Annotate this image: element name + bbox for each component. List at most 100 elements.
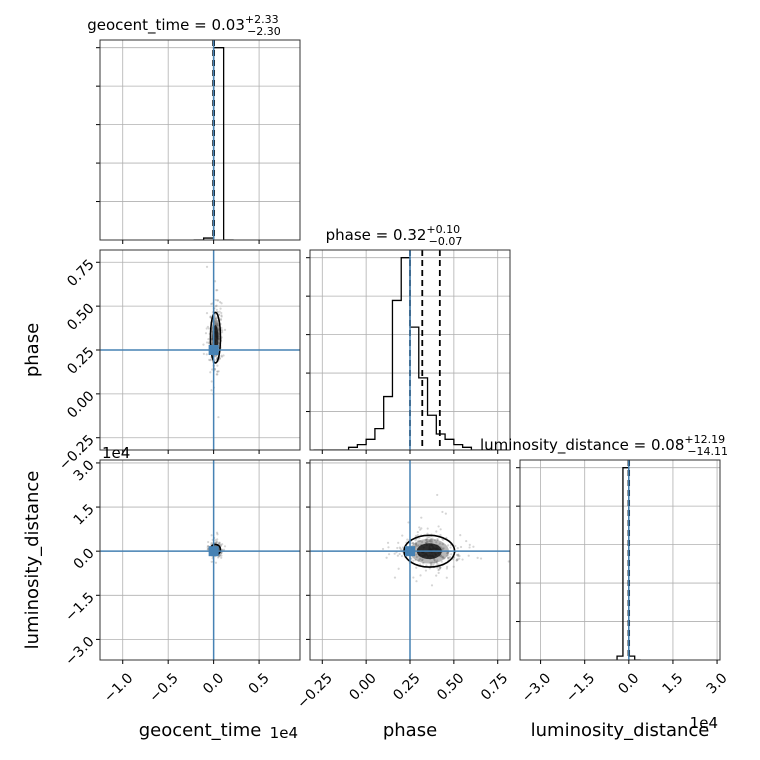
scatter-point — [419, 528, 422, 531]
scatter-point — [428, 539, 431, 542]
scatter-point — [217, 336, 221, 339]
scatter-point — [417, 539, 420, 542]
scatter-point — [467, 554, 470, 557]
scatter-point — [216, 364, 219, 367]
scatter-point — [456, 547, 459, 550]
scatter-point — [209, 316, 212, 319]
scatter-point — [441, 510, 444, 514]
scatter-point — [414, 542, 417, 545]
scatter-point — [216, 370, 219, 373]
scatter-point — [436, 559, 439, 562]
scatter-point — [429, 561, 432, 564]
scatter-point — [211, 342, 214, 346]
scatter-point — [439, 566, 442, 569]
scatter-point — [446, 556, 450, 560]
scatter-point — [206, 325, 209, 328]
x-axis-label-luminosity_distance: luminosity_distance — [531, 720, 710, 741]
scatter-point — [205, 265, 209, 268]
scatter-point — [207, 341, 210, 344]
scatter-point — [218, 310, 221, 313]
scatter-point — [400, 554, 404, 558]
scatter-point — [210, 380, 213, 383]
scatter-point — [214, 317, 217, 320]
scatter-point — [397, 567, 400, 570]
scatter-point — [417, 559, 420, 562]
scatter-point — [381, 547, 385, 551]
scatter-point — [419, 574, 422, 577]
scatter-point — [210, 389, 213, 392]
x-tick-label: 0.5 — [246, 670, 273, 697]
scatter-point — [398, 546, 401, 549]
scatter-point — [429, 540, 432, 543]
scatter-point — [222, 548, 226, 551]
scatter-point — [216, 324, 219, 327]
scatter-point — [208, 358, 211, 362]
panel-luminosity_distance-luminosity_distance: −3.0 −1.5 0.0 1.5 3.0 luminosity_distance — [516, 459, 731, 741]
scatter-point — [398, 552, 401, 556]
panel-content — [100, 40, 300, 240]
density-contour — [209, 311, 222, 364]
scatter-point — [420, 559, 424, 562]
y-multiplier-luminosity-distance: 1e4 — [102, 444, 130, 462]
scatter-point — [430, 562, 433, 565]
scatter-point — [215, 304, 218, 307]
scatter-point — [220, 315, 223, 318]
scatter-point — [217, 328, 220, 331]
scatter-point — [436, 538, 439, 542]
scatter-point — [412, 542, 415, 545]
scatter-point — [213, 368, 217, 371]
scatter-point — [220, 544, 223, 547]
scatter-point — [215, 289, 218, 292]
scatter-point — [401, 534, 404, 537]
panel-geocent_time-luminosity_distance: −3.0−1.50.01.53.0−1.0 −0.5 0.0 0.5geocent_t… — [62, 457, 301, 741]
scatter-point — [214, 298, 217, 302]
title-minus: −0.07 — [429, 235, 463, 248]
scatter-point — [435, 561, 438, 564]
title-main: geocent_time = 0.03 — [87, 16, 245, 35]
scatter-point — [206, 548, 209, 551]
scatter-point — [216, 326, 220, 329]
truth-marker — [405, 546, 415, 557]
x-axis-label-phase: phase — [383, 720, 437, 741]
scatter-point — [439, 554, 443, 557]
scatter-point — [420, 540, 424, 544]
scatter-point — [220, 551, 223, 555]
scatter-point — [220, 556, 223, 559]
panel-content — [310, 250, 510, 450]
scatter-point — [216, 299, 219, 302]
scatter-point — [441, 538, 445, 541]
scatter-point — [418, 563, 422, 566]
scatter-point — [479, 557, 483, 560]
panel-content — [100, 460, 300, 660]
scatter-point — [414, 558, 417, 562]
scatter-point — [210, 560, 213, 563]
scatter-point — [439, 528, 442, 531]
scatter-point — [214, 319, 217, 323]
scatter-point — [418, 539, 422, 543]
scatter-point — [433, 558, 436, 562]
panel-frame — [99, 249, 301, 451]
y-tick-label: 0.00 — [64, 388, 97, 421]
y-axis-label-luminosity_distance: luminosity_distance — [22, 471, 43, 650]
scatter-point — [446, 565, 449, 568]
scatter-point — [432, 563, 435, 567]
scatter-point — [430, 563, 433, 566]
scatter-point — [216, 322, 220, 325]
scatter-point — [209, 315, 212, 318]
scatter-point — [433, 559, 436, 562]
panel-phase-phase — [306, 249, 511, 454]
panel-frame — [519, 459, 721, 661]
scatter-point — [430, 584, 434, 587]
x-multiplier-geocent-time: 1e4 — [270, 724, 298, 742]
scatter-point — [220, 311, 223, 315]
scatter-point — [202, 343, 205, 346]
scatter-point — [220, 355, 224, 358]
scatter-point — [436, 493, 439, 497]
scatter-point — [215, 373, 218, 376]
scatter-point — [205, 353, 208, 356]
scatter-point — [435, 574, 438, 577]
scatter-point — [425, 541, 428, 544]
scatter-point — [412, 576, 415, 579]
scatter-point — [430, 541, 433, 544]
